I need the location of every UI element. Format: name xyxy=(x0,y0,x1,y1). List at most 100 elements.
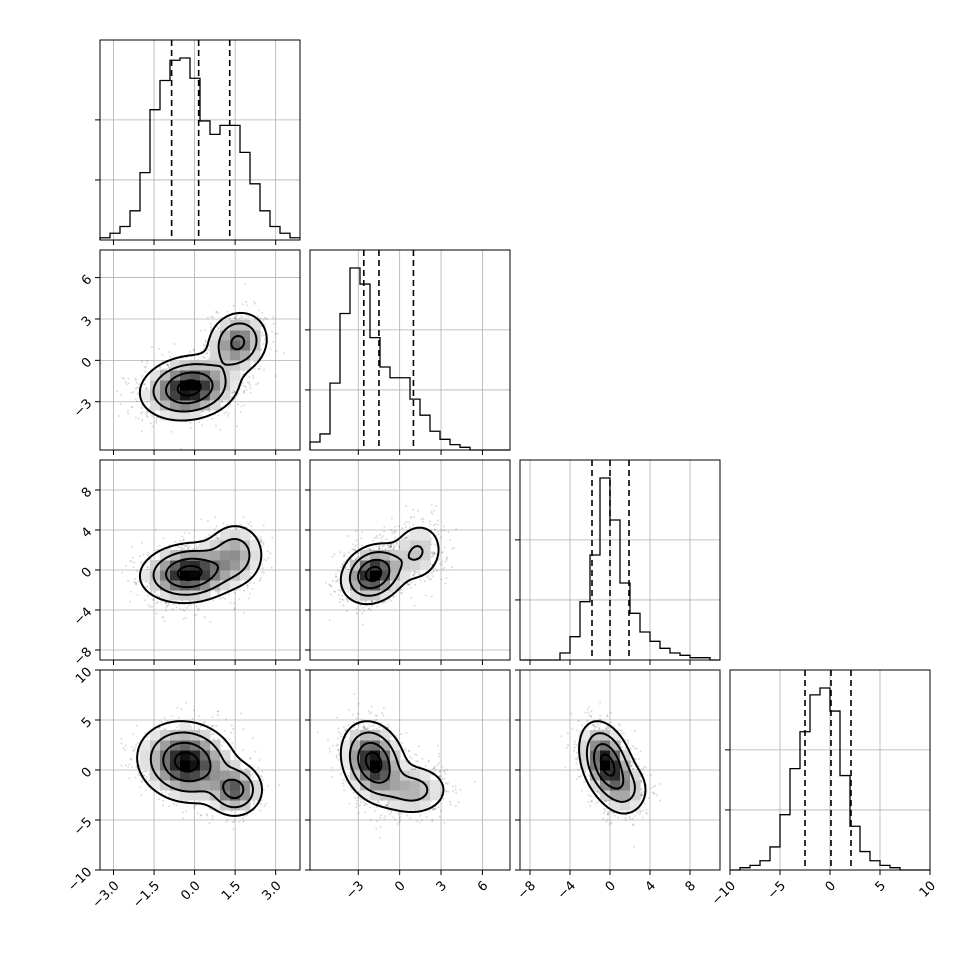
density-cell xyxy=(200,560,211,571)
density-cell xyxy=(180,410,191,421)
scatter-point xyxy=(147,603,150,606)
scatter-point xyxy=(433,567,436,570)
scatter-point xyxy=(260,539,263,542)
scatter-point xyxy=(206,316,209,319)
scatter-point xyxy=(389,545,392,548)
density-cell xyxy=(230,350,241,361)
scatter-point xyxy=(257,309,260,312)
scatter-point xyxy=(331,580,334,583)
scatter-point xyxy=(193,548,196,551)
scatter-point xyxy=(391,532,394,535)
scatter-point xyxy=(246,584,249,587)
scatter-point xyxy=(404,536,407,539)
scatter-point xyxy=(430,511,433,514)
scatter-point xyxy=(262,524,265,527)
density-cell xyxy=(230,550,241,561)
scatter-point xyxy=(262,334,265,337)
density-cell xyxy=(190,570,201,581)
scatter-point xyxy=(184,545,187,548)
scatter-point xyxy=(144,388,147,391)
density-cell xyxy=(230,540,241,551)
scatter-point xyxy=(143,365,146,368)
density-cell xyxy=(190,380,201,391)
scatter-point xyxy=(182,539,185,542)
scatter-point xyxy=(178,603,181,606)
scatter-point xyxy=(135,570,138,573)
density-cell xyxy=(210,330,221,341)
scatter-point xyxy=(409,586,412,589)
density-cell xyxy=(230,380,241,391)
scatter-point xyxy=(136,594,139,597)
scatter-point xyxy=(193,614,196,617)
panel-body xyxy=(120,515,274,623)
scatter-point xyxy=(447,530,450,533)
scatter-point xyxy=(223,597,226,600)
scatter-point xyxy=(181,535,184,538)
density-cell xyxy=(190,410,201,421)
scatter-point xyxy=(117,415,120,418)
scatter-point xyxy=(358,608,361,611)
scatter-point xyxy=(161,360,164,363)
density-cell xyxy=(200,590,211,601)
scatter-point xyxy=(202,355,205,358)
scatter-point xyxy=(189,350,192,353)
scatter-point xyxy=(220,316,223,319)
scatter-point xyxy=(361,623,364,626)
scatter-point xyxy=(231,391,234,394)
scatter-point xyxy=(282,352,285,355)
scatter-point xyxy=(189,426,192,429)
scatter-point xyxy=(165,368,168,371)
scatter-point xyxy=(146,410,149,413)
histogram-panel-2 xyxy=(305,249,511,455)
scatter-point xyxy=(242,390,245,393)
scatter-point xyxy=(363,609,366,612)
scatter-point xyxy=(188,532,191,535)
scatter-point xyxy=(172,602,175,605)
scatter-point xyxy=(248,381,251,384)
scatter-point xyxy=(143,383,146,386)
density-cell xyxy=(190,590,201,601)
scatter-point xyxy=(238,318,241,321)
scatter-point xyxy=(343,554,346,557)
scatter-point xyxy=(180,546,183,549)
scatter-point xyxy=(183,545,186,548)
density-cell xyxy=(240,570,251,581)
density-cell xyxy=(220,560,231,571)
scatter-point xyxy=(333,553,336,556)
density-cell xyxy=(170,390,181,401)
scatter-point xyxy=(239,317,242,320)
scatter-point xyxy=(217,591,220,594)
scatter-point xyxy=(341,598,344,601)
panel-body xyxy=(325,504,458,626)
scatter-point xyxy=(335,575,338,578)
scatter-point xyxy=(145,412,148,415)
scatter-point xyxy=(150,605,153,608)
scatter-point xyxy=(252,377,255,380)
scatter-point xyxy=(214,590,217,593)
scatter-point xyxy=(116,390,119,393)
scatter-point xyxy=(372,547,375,550)
scatter-point xyxy=(198,546,201,549)
scatter-point xyxy=(180,548,183,551)
scatter-point xyxy=(428,578,431,581)
density-cell xyxy=(150,560,161,571)
scatter-point xyxy=(141,374,144,377)
scatter-point xyxy=(133,561,136,564)
scatter-point xyxy=(144,370,147,373)
scatter-point xyxy=(146,415,149,418)
scatter-point xyxy=(126,409,129,412)
scatter-point xyxy=(244,385,247,388)
scatter-point xyxy=(356,556,359,559)
scatter-point xyxy=(146,566,149,569)
scatter-point xyxy=(200,350,203,353)
density-cell xyxy=(200,570,211,581)
scatter-point xyxy=(445,558,448,561)
density-cell xyxy=(230,320,241,331)
scatter-point xyxy=(262,368,265,371)
scatter-point xyxy=(122,377,125,380)
scatter-point xyxy=(371,600,374,603)
scatter-point xyxy=(329,593,332,596)
scatter-point xyxy=(329,584,332,587)
density-cell xyxy=(230,360,241,371)
scatter-point xyxy=(258,367,261,370)
